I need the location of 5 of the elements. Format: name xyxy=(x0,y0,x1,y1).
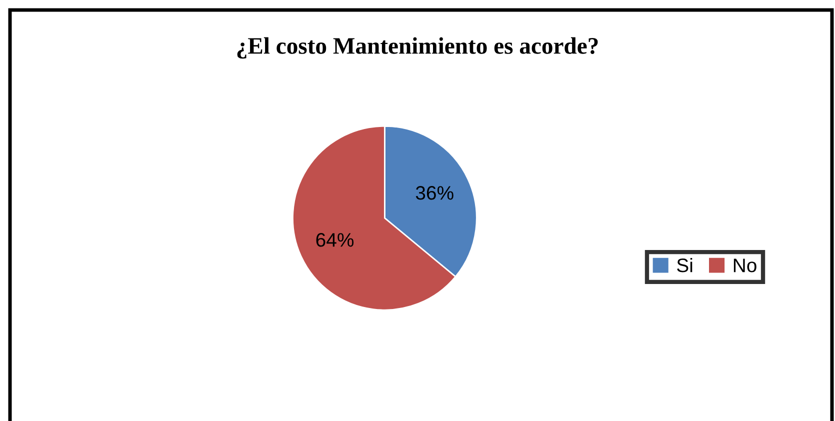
legend-label: Si xyxy=(677,258,692,272)
legend-label: No xyxy=(734,258,756,272)
chart-title: ¿El costo Mantenimiento es acorde? xyxy=(237,37,598,59)
data-label: 36% xyxy=(416,186,454,200)
data-label: 64% xyxy=(316,233,354,247)
